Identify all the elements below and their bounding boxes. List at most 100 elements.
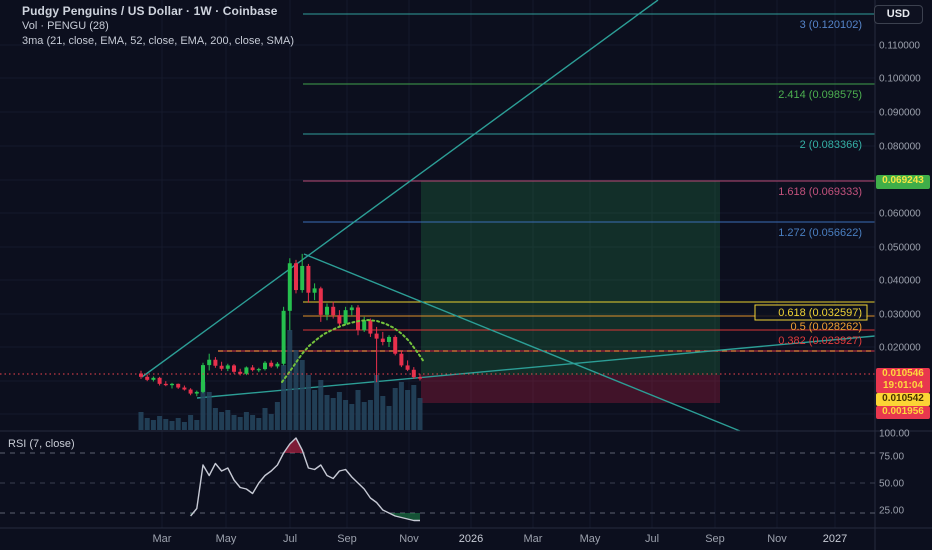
candle-body (294, 263, 298, 291)
rsi-scale-label[interactable]: 50.00 (879, 479, 904, 490)
volume-bar (274, 402, 280, 430)
volume-bar (355, 390, 361, 430)
candle-body (356, 307, 360, 331)
candle-body (256, 369, 261, 371)
volume-bar (318, 380, 324, 430)
time-axis-label[interactable]: May (216, 533, 237, 545)
candle-body (275, 363, 280, 367)
fib-level-label[interactable]: 3 (0.120102) (800, 19, 862, 31)
candle-body (225, 365, 230, 369)
candle-body (300, 265, 305, 291)
trendline[interactable] (141, 0, 659, 378)
candle-body (362, 320, 367, 331)
time-axis-label[interactable]: Sep (337, 533, 357, 545)
candle-body (312, 288, 317, 293)
candle-body (368, 320, 373, 334)
ma-indicator-label[interactable]: 3ma (21, close, EMA, 52, close, EMA, 200… (22, 35, 295, 47)
price-scale-label[interactable]: 0.110000 (879, 41, 920, 52)
candle-body (331, 306, 336, 316)
time-axis-label[interactable]: Sep (705, 533, 725, 545)
candle-body (201, 365, 205, 392)
fib-level-label[interactable]: 1.618 (0.069333) (778, 186, 862, 198)
time-axis-label[interactable]: Nov (767, 533, 787, 545)
price-scale-label[interactable]: 0.030000 (879, 310, 921, 321)
candle-body (238, 371, 243, 374)
currency-toggle-button[interactable]: USD (873, 5, 923, 24)
volume-bar (262, 408, 268, 430)
candle-body (170, 383, 174, 386)
volume-bar (417, 398, 423, 430)
candle-body (176, 383, 181, 388)
target-price-badge[interactable]: 0.069243 (876, 175, 930, 189)
volume-bar (386, 406, 392, 430)
fib-level-label[interactable]: 2 (0.083366) (800, 139, 862, 151)
time-axis-label[interactable]: Jul (645, 533, 659, 545)
price-scale-label[interactable]: 0.050000 (879, 243, 921, 254)
volume-bar (411, 385, 417, 430)
rsi-scale-label[interactable]: 100.00 (879, 429, 910, 440)
fib-level-label[interactable]: 1.272 (0.056622) (778, 227, 862, 239)
candle-body (411, 369, 416, 378)
time-axis-label[interactable]: Jul (283, 533, 297, 545)
target-price-badge-text: 0.069243 (882, 175, 924, 186)
rsi-overbought-fill (283, 438, 304, 453)
fib-level-label[interactable]: 0.618 (0.032597) (778, 307, 862, 319)
candle-body (374, 333, 379, 339)
price-scale-label[interactable]: 0.020000 (879, 343, 921, 354)
volume-bar (175, 418, 181, 430)
volume-bar (299, 360, 305, 430)
candle-body (151, 377, 156, 380)
candle-body (207, 359, 212, 366)
rsi-indicator-label[interactable]: RSI (7, close) (8, 438, 75, 450)
volume-bar (169, 421, 175, 430)
rsi-line[interactable] (190, 437, 420, 522)
volume-bar (268, 414, 274, 430)
volume-bar (188, 415, 194, 430)
long-position-profit-box[interactable] (421, 181, 720, 375)
symbol-title[interactable]: Pudgy Penguins / US Dollar · 1W · Coinba… (22, 4, 278, 18)
trendline[interactable] (303, 253, 741, 432)
volume-bar (361, 402, 367, 430)
chart-legend: Pudgy Penguins / US Dollar · 1W · Coinba… (22, 4, 294, 48)
rsi-oversold-fill (389, 513, 420, 521)
fib-level-label[interactable]: 0.382 (0.023927) (778, 335, 862, 347)
current-price-badge-text: 0.010546 (882, 368, 924, 379)
stop-price-badge-text: 0.001956 (882, 406, 924, 417)
rsi-scale-label[interactable]: 75.00 (879, 452, 904, 463)
ema-line[interactable] (281, 318, 425, 383)
long-position-loss-box[interactable] (421, 375, 720, 403)
volume-bar (194, 420, 200, 430)
time-axis-label[interactable]: Mar (524, 533, 543, 545)
candle-body (343, 310, 348, 324)
candle-body (139, 373, 143, 377)
fib-level-label[interactable]: 2.414 (0.098575) (778, 89, 862, 101)
volume-bar (392, 388, 398, 430)
time-axis-label[interactable]: Mar (153, 533, 172, 545)
rsi-scale-label[interactable]: 25.00 (879, 506, 904, 517)
time-axis-label[interactable]: Nov (399, 533, 419, 545)
entry-price-badge[interactable]: 0.010542 (876, 393, 930, 406)
price-scale-label[interactable]: 0.100000 (879, 74, 921, 85)
volume-indicator-label[interactable]: Vol · PENGU (28) (22, 20, 109, 32)
volume-bar (305, 375, 311, 430)
volume-bar (181, 422, 187, 430)
current-price-badge[interactable]: 0.010546 19:01:04 (876, 368, 930, 393)
price-scale-label[interactable]: 0.080000 (879, 142, 921, 153)
time-axis-label[interactable]: 2026 (459, 533, 483, 545)
time-axis-label[interactable]: 2027 (823, 533, 847, 545)
price-scale-label[interactable]: 0.040000 (879, 276, 921, 287)
volume-bar (157, 416, 163, 430)
candle-body (306, 265, 311, 293)
stop-price-badge[interactable]: 0.001956 (876, 406, 930, 419)
candle-body (287, 263, 292, 311)
price-scale-label[interactable]: 0.060000 (879, 209, 921, 220)
time-axis-label[interactable]: May (580, 533, 601, 545)
volume-bar (405, 390, 411, 430)
fib-level-label[interactable]: 0.5 (0.028262) (790, 321, 862, 333)
candle-body (163, 383, 168, 386)
candle-body (194, 391, 199, 394)
volume-bar (293, 350, 299, 430)
price-scale-label[interactable]: 0.090000 (879, 108, 921, 119)
